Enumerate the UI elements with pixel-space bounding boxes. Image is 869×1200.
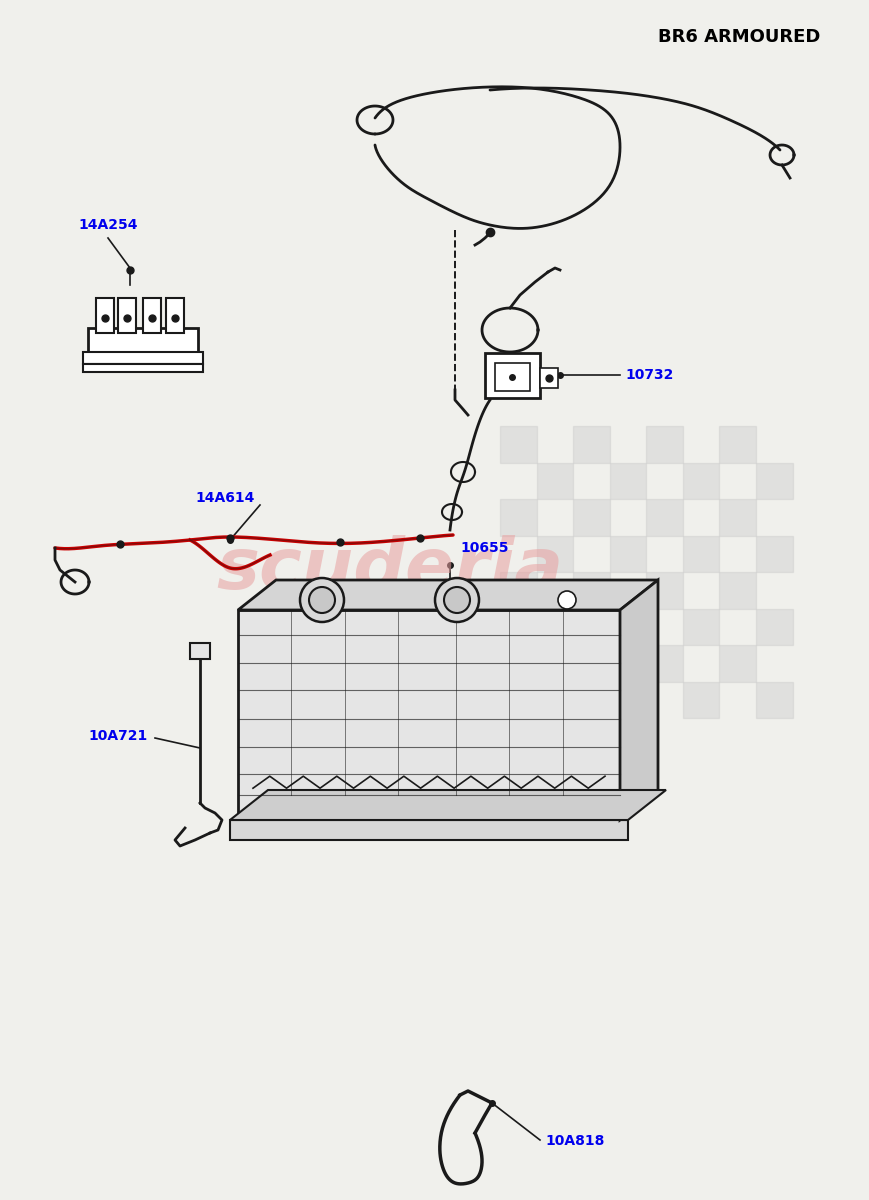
- Text: 10655: 10655: [460, 541, 507, 554]
- Bar: [682, 682, 719, 719]
- Bar: [484, 353, 540, 398]
- Bar: [500, 646, 536, 682]
- Bar: [536, 608, 573, 646]
- Circle shape: [300, 578, 343, 622]
- Bar: [682, 535, 719, 572]
- Circle shape: [434, 578, 479, 622]
- Text: 10A818: 10A818: [544, 1134, 604, 1148]
- Bar: [238, 610, 620, 820]
- Bar: [682, 608, 719, 646]
- Bar: [189, 643, 209, 659]
- Text: scuderia: scuderia: [216, 535, 563, 605]
- Bar: [719, 426, 755, 462]
- Bar: [609, 535, 646, 572]
- Bar: [646, 646, 682, 682]
- Bar: [536, 535, 573, 572]
- Text: 10A721: 10A721: [89, 728, 148, 743]
- Bar: [573, 426, 609, 462]
- Polygon shape: [238, 580, 657, 610]
- Bar: [646, 499, 682, 535]
- Circle shape: [557, 590, 575, 608]
- Bar: [755, 608, 792, 646]
- Bar: [494, 362, 529, 391]
- Bar: [609, 682, 646, 719]
- Bar: [755, 535, 792, 572]
- Bar: [646, 572, 682, 608]
- Bar: [609, 462, 646, 499]
- Bar: [719, 499, 755, 535]
- Bar: [646, 426, 682, 462]
- Bar: [500, 426, 536, 462]
- Bar: [118, 298, 136, 332]
- Bar: [540, 368, 557, 388]
- Bar: [755, 682, 792, 719]
- Bar: [143, 298, 161, 332]
- Circle shape: [443, 587, 469, 613]
- Bar: [229, 820, 627, 840]
- Text: 14A614: 14A614: [195, 491, 254, 505]
- Bar: [755, 462, 792, 499]
- Bar: [719, 646, 755, 682]
- Bar: [500, 499, 536, 535]
- Bar: [166, 298, 183, 332]
- Bar: [573, 499, 609, 535]
- Text: BR6 ARMOURED: BR6 ARMOURED: [657, 28, 819, 46]
- Bar: [536, 682, 573, 719]
- Bar: [83, 364, 202, 372]
- Bar: [573, 646, 609, 682]
- Text: 10732: 10732: [624, 368, 673, 382]
- Bar: [609, 608, 646, 646]
- Polygon shape: [229, 790, 666, 820]
- Bar: [573, 572, 609, 608]
- Text: 14A254: 14A254: [78, 218, 137, 232]
- Bar: [500, 572, 536, 608]
- Circle shape: [308, 587, 335, 613]
- Bar: [88, 328, 198, 360]
- Polygon shape: [620, 580, 657, 820]
- Text: car  parts: car parts: [290, 601, 489, 643]
- Bar: [96, 298, 114, 332]
- Bar: [536, 462, 573, 499]
- Bar: [83, 352, 202, 364]
- Bar: [682, 462, 719, 499]
- Bar: [719, 572, 755, 608]
